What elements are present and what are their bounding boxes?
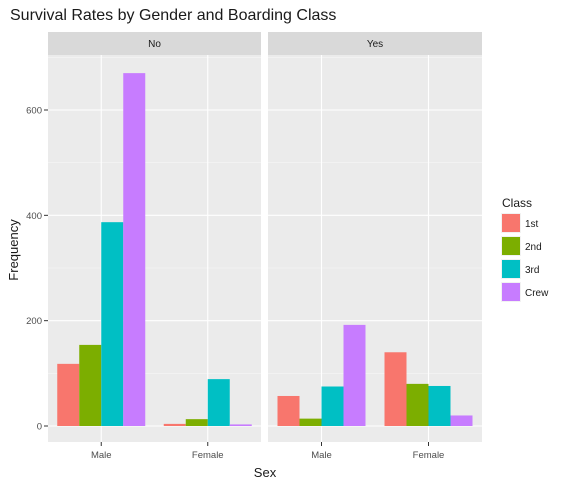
legend-swatch-crew: [502, 283, 520, 301]
bar-yes-female-3rd: [428, 385, 451, 426]
legend-swatch-1st: [502, 214, 520, 232]
facet-strip-label: Yes: [367, 39, 383, 50]
legend-swatch-2nd: [502, 237, 520, 255]
y-axis: 0 200 400 600: [26, 106, 48, 433]
bar-no-male-1st: [57, 363, 80, 426]
chart-title: Survival Rates by Gender and Boarding Cl…: [10, 7, 336, 24]
facet-panel-no: Male Female No: [48, 32, 261, 461]
x-tick-label: Male: [311, 450, 332, 461]
x-tick-label: Female: [192, 450, 224, 461]
panel-background: [268, 55, 482, 442]
legend-label-3rd: 3rd: [525, 265, 539, 276]
y-tick-label: 600: [26, 106, 42, 117]
bar-yes-female-2nd: [406, 383, 429, 426]
legend-label-1st: 1st: [525, 219, 539, 230]
bar-no-female-3rd: [207, 379, 230, 426]
bar-no-male-2nd: [79, 344, 102, 426]
bar-yes-female-1st: [384, 352, 407, 426]
legend-swatch-3rd: [502, 260, 520, 278]
bar-no-male-3rd: [101, 222, 124, 426]
facet-panel-yes: Male Female Yes: [268, 32, 482, 461]
facets-layer: Male Female No Male Female Yes: [48, 32, 482, 461]
facet-strip: [48, 32, 261, 55]
y-tick-label: 200: [26, 316, 42, 327]
bar-yes-male-3rd: [321, 386, 344, 426]
bar-no-male-crew: [123, 73, 146, 426]
bar-yes-female-crew: [450, 415, 473, 426]
legend-label-2nd: 2nd: [525, 242, 542, 253]
bar-no-female-1st: [163, 423, 186, 426]
x-axis-title: Sex: [254, 465, 277, 480]
y-tick-label: 0: [37, 422, 42, 433]
facet-strip-label: No: [148, 39, 161, 50]
bar-yes-male-1st: [277, 395, 300, 426]
bar-no-female-2nd: [185, 419, 208, 426]
x-tick-label: Female: [413, 450, 445, 461]
legend: Class 1st 2nd 3rd Crew: [501, 196, 549, 302]
bar-yes-male-crew: [343, 324, 366, 426]
y-tick-label: 400: [26, 211, 42, 222]
bar-no-female-crew: [229, 424, 252, 426]
bar-yes-male-2nd: [299, 418, 322, 426]
y-axis-title: Frequency: [6, 219, 21, 281]
legend-label-crew: Crew: [525, 288, 549, 299]
facet-strip: [268, 32, 482, 55]
legend-title: Class: [502, 196, 532, 210]
x-tick-label: Male: [91, 450, 112, 461]
